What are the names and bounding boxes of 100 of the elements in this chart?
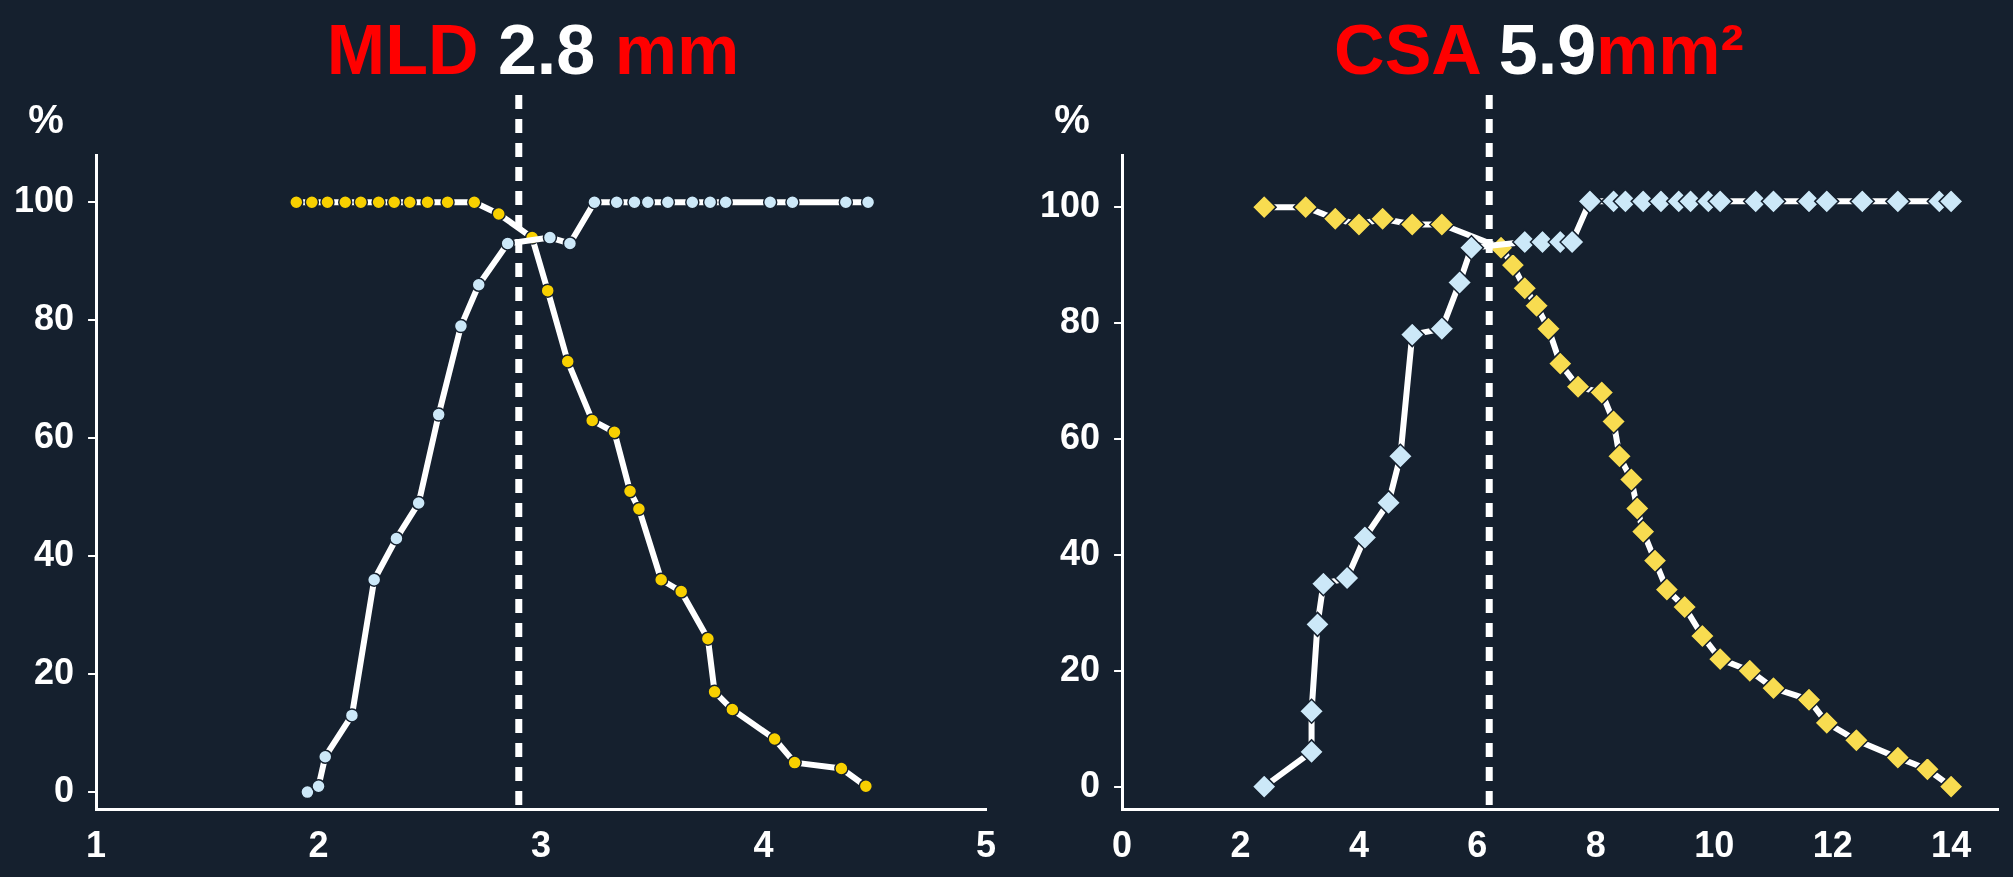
point	[767, 731, 782, 747]
point	[1251, 773, 1277, 800]
point	[1352, 524, 1378, 551]
point	[1346, 211, 1372, 238]
point	[1387, 443, 1414, 470]
point	[787, 755, 802, 770]
point	[1760, 675, 1787, 701]
point	[1429, 316, 1455, 342]
point	[560, 354, 575, 369]
point	[609, 194, 624, 210]
point	[725, 702, 740, 717]
y-tick-label: 100	[1039, 184, 1101, 226]
x-tick-label: 2	[308, 824, 329, 866]
point	[1707, 646, 1733, 672]
x-tick-label: 10	[1694, 824, 1735, 866]
y-tick-label: 60	[1060, 415, 1101, 457]
x-tick-label: 4	[1348, 824, 1369, 866]
y-tick-label: 40	[34, 533, 75, 575]
point	[304, 194, 320, 210]
point	[1292, 194, 1319, 220]
point	[1814, 188, 1840, 215]
point	[1500, 252, 1526, 278]
point	[622, 484, 638, 499]
x-tick-label: 5	[975, 824, 997, 866]
point	[1689, 623, 1716, 649]
point	[762, 194, 778, 210]
point	[858, 778, 874, 794]
point	[402, 194, 418, 210]
point	[1814, 710, 1840, 736]
point	[1606, 443, 1633, 470]
point	[1737, 657, 1763, 684]
x-tick-label: 6	[1467, 824, 1488, 866]
x-tick-label: 2	[1230, 824, 1251, 866]
point	[718, 194, 733, 210]
y-tick-label: 0	[1080, 763, 1101, 805]
x-tick-label: 12	[1812, 824, 1853, 866]
point	[1885, 744, 1911, 771]
x-tick-label: 1	[86, 824, 107, 866]
point	[317, 749, 333, 764]
y-tick-label: 60	[34, 415, 75, 457]
point	[1458, 234, 1485, 261]
point	[1310, 571, 1337, 597]
point	[653, 572, 669, 587]
point	[685, 194, 700, 210]
x-tick-label: 0	[1112, 824, 1133, 866]
point	[660, 194, 676, 210]
point	[860, 194, 876, 210]
point	[1938, 188, 1964, 215]
point	[1523, 292, 1550, 319]
point	[1334, 565, 1360, 591]
point	[1446, 269, 1473, 296]
point	[1630, 518, 1656, 545]
point	[1849, 188, 1876, 215]
point	[353, 194, 369, 210]
point	[562, 236, 578, 251]
point	[1642, 547, 1668, 574]
point	[1251, 194, 1277, 220]
point	[471, 277, 486, 293]
point	[1399, 321, 1425, 348]
point	[1654, 576, 1680, 603]
point	[707, 684, 722, 700]
point	[386, 194, 402, 210]
chart-title: CSA 5.9mm²	[1334, 11, 1744, 89]
point	[1369, 205, 1396, 232]
point	[1624, 495, 1651, 522]
point	[366, 572, 382, 587]
point	[542, 230, 558, 245]
point	[440, 194, 455, 210]
x-tick-label: 14	[1931, 824, 1972, 866]
point	[1707, 188, 1733, 215]
point	[1375, 489, 1402, 516]
y-tick-label: 100	[13, 179, 75, 221]
point	[700, 631, 716, 646]
point	[491, 206, 507, 222]
point	[785, 194, 800, 210]
point	[431, 407, 446, 422]
y-tick-label: 80	[1060, 299, 1101, 341]
point	[1600, 408, 1627, 435]
y-tick-label: 40	[1060, 531, 1101, 573]
point	[1796, 686, 1822, 713]
point	[1547, 350, 1574, 377]
point	[702, 194, 718, 210]
y-tick-label: 80	[34, 297, 75, 339]
point	[289, 194, 304, 210]
point	[1760, 188, 1787, 215]
point	[467, 194, 482, 210]
point	[607, 425, 622, 440]
point	[1618, 466, 1645, 493]
point	[631, 501, 647, 517]
chart-title: MLD 2.8 mm	[326, 11, 740, 89]
point	[1565, 374, 1591, 400]
y-axis-title: %	[28, 97, 64, 142]
point	[411, 495, 426, 511]
x-tick-label: 8	[1585, 824, 1606, 866]
point	[1298, 739, 1325, 765]
point	[1399, 211, 1425, 238]
point	[300, 784, 315, 800]
point	[420, 194, 435, 210]
point	[371, 194, 386, 210]
point	[389, 531, 404, 546]
